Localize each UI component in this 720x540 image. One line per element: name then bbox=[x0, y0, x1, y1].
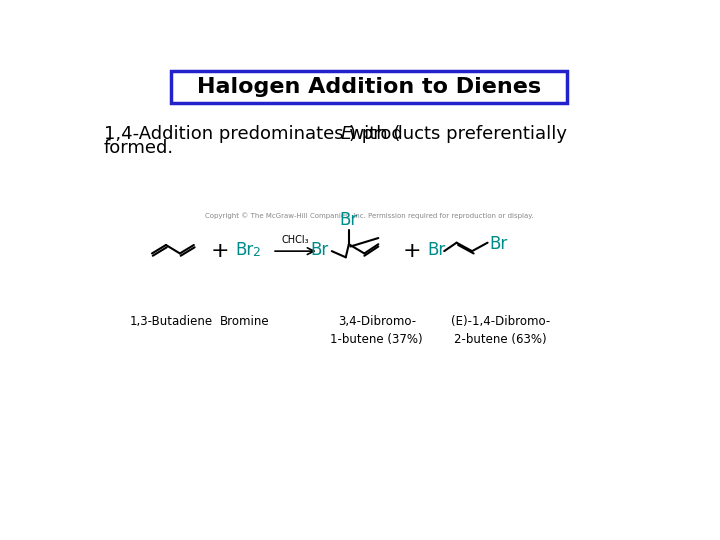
Text: Copyright © The McGraw-Hill Companies, Inc. Permission required for reproduction: Copyright © The McGraw-Hill Companies, I… bbox=[204, 213, 534, 219]
Text: +: + bbox=[211, 241, 230, 261]
Text: E: E bbox=[341, 125, 351, 143]
Text: Bromine: Bromine bbox=[220, 315, 270, 328]
Text: Br: Br bbox=[310, 241, 329, 259]
Text: formed.: formed. bbox=[104, 139, 174, 158]
Text: ) products preferentially: ) products preferentially bbox=[349, 125, 567, 143]
Text: Br: Br bbox=[235, 241, 254, 259]
Text: 2: 2 bbox=[252, 246, 260, 259]
Text: Br: Br bbox=[427, 241, 446, 259]
FancyBboxPatch shape bbox=[171, 71, 567, 103]
Text: 3,4-Dibromo-
1-butene (37%): 3,4-Dibromo- 1-butene (37%) bbox=[330, 315, 423, 346]
Text: 1,3-Butadiene: 1,3-Butadiene bbox=[130, 315, 213, 328]
Text: Br: Br bbox=[340, 211, 358, 229]
Text: +: + bbox=[402, 241, 421, 261]
Text: 1,4-Addition predominates with (: 1,4-Addition predominates with ( bbox=[104, 125, 400, 143]
Text: CHCl₃: CHCl₃ bbox=[282, 235, 309, 245]
Text: Halogen Addition to Dienes: Halogen Addition to Dienes bbox=[197, 77, 541, 97]
Text: Br: Br bbox=[489, 235, 508, 253]
Text: (E)-1,4-Dibromo-
2-butene (63%): (E)-1,4-Dibromo- 2-butene (63%) bbox=[451, 315, 550, 346]
